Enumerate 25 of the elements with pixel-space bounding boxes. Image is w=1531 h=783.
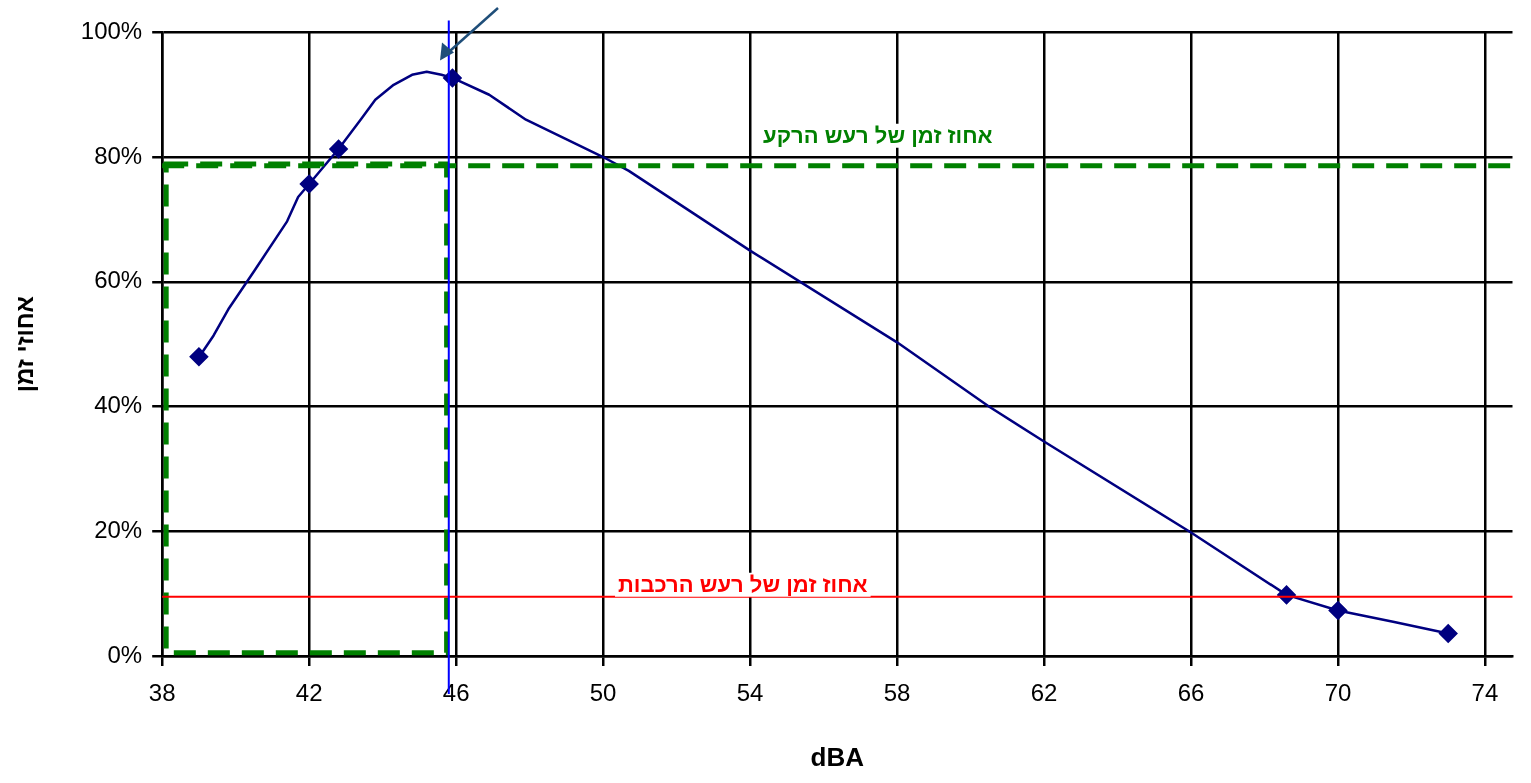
x-tick-label: 74 (1471, 679, 1499, 707)
point (299, 174, 319, 194)
point (329, 139, 348, 159)
x-tick-label: 50 (589, 679, 617, 707)
x-tick-label: 38 (148, 679, 176, 707)
y-tick-label: 20% (94, 515, 143, 543)
ref-line-label: אחוז זמן של רעש הרכבות (618, 571, 868, 597)
y-tick-label: 60% (94, 266, 143, 294)
y-tick-label: 100% (80, 17, 143, 45)
x-tick-label: 66 (1177, 679, 1205, 707)
y-tick-label: 80% (94, 141, 143, 169)
y-axis-title: אחוזי זמן (11, 296, 39, 393)
x-tick-label: 62 (1030, 679, 1058, 707)
point (1328, 601, 1348, 620)
x-tick-label: 42 (295, 679, 323, 707)
y-tick-label: 40% (94, 391, 143, 419)
x-axis-title: dBA (810, 741, 865, 772)
y-tick-label: 0% (107, 640, 143, 668)
x-tick-label: 46 (442, 679, 470, 707)
x-tick-label: 54 (736, 679, 764, 707)
point (189, 347, 209, 366)
ref-line-label: אחוז זמן של רעש הרקע (763, 122, 993, 148)
x-tick-label: 58 (883, 679, 911, 707)
x-tick-label: 70 (1324, 679, 1352, 707)
point (1438, 624, 1458, 643)
